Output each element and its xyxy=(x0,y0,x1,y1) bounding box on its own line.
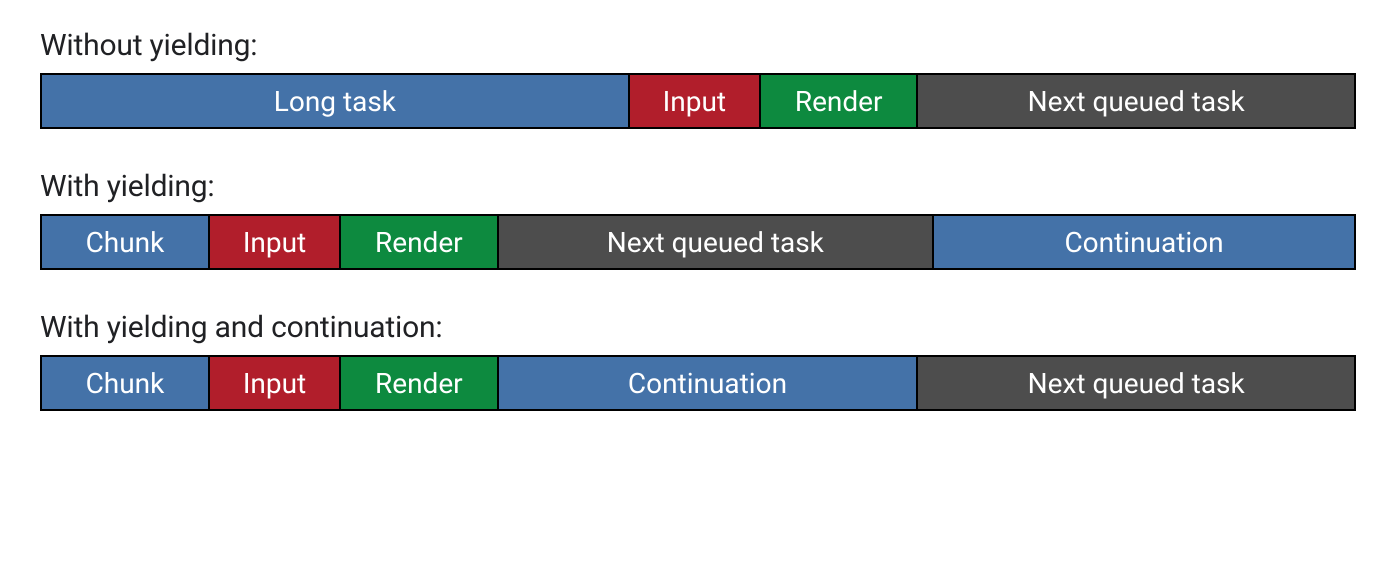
section-title: Without yielding: xyxy=(40,28,1356,63)
segment-next-queued: Next queued task xyxy=(918,75,1354,127)
section-with-yielding-and-continuation: With yielding and continuation: Chunk In… xyxy=(40,310,1356,411)
timeline-bar: Chunk Input Render Continuation Next que… xyxy=(40,355,1356,411)
segment-chunk: Chunk xyxy=(42,216,210,268)
timeline-bar: Long task Input Render Next queued task xyxy=(40,73,1356,129)
section-title: With yielding and continuation: xyxy=(40,310,1356,345)
segment-render: Render xyxy=(341,216,498,268)
segment-continuation: Continuation xyxy=(499,357,919,409)
section-without-yielding: Without yielding: Long task Input Render… xyxy=(40,28,1356,129)
segment-next-queued: Next queued task xyxy=(499,216,935,268)
segment-render: Render xyxy=(761,75,918,127)
segment-render: Render xyxy=(341,357,498,409)
segment-continuation: Continuation xyxy=(934,216,1354,268)
segment-next-queued: Next queued task xyxy=(918,357,1354,409)
section-title: With yielding: xyxy=(40,169,1356,204)
segment-input: Input xyxy=(210,216,341,268)
segment-input: Input xyxy=(630,75,761,127)
segment-chunk: Chunk xyxy=(42,357,210,409)
segment-long-task: Long task xyxy=(42,75,630,127)
section-with-yielding: With yielding: Chunk Input Render Next q… xyxy=(40,169,1356,270)
segment-input: Input xyxy=(210,357,341,409)
timeline-bar: Chunk Input Render Next queued task Cont… xyxy=(40,214,1356,270)
